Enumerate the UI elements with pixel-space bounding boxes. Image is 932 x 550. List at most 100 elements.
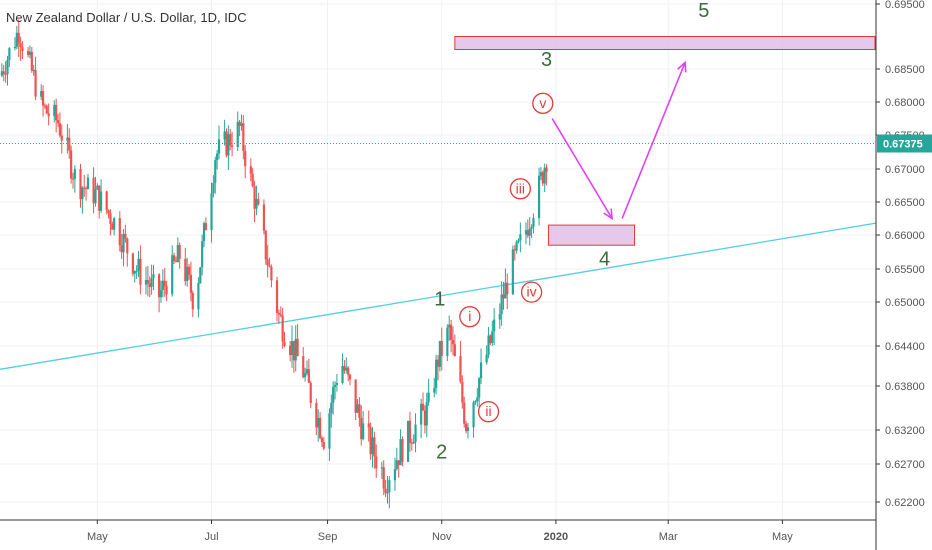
chart-title: New Zealand Dollar / U.S. Dollar, 1D, ID… — [6, 10, 247, 25]
candle-90 — [236, 111, 239, 152]
candle-138 — [360, 405, 363, 446]
candle-97 — [253, 180, 256, 223]
candle-11 — [28, 45, 32, 59]
wave-4-support-zone — [547, 224, 636, 246]
x-tick-0: May — [87, 531, 108, 543]
candle-162 — [423, 405, 426, 434]
candle-57 — [148, 276, 151, 298]
candle-13 — [32, 64, 35, 76]
candle-44 — [113, 216, 116, 236]
candle-209 — [545, 164, 548, 186]
svg-text:iii: iii — [516, 180, 525, 196]
candle-203 — [530, 224, 533, 239]
current-price-tag: 0.67375 — [877, 134, 932, 153]
candle-154 — [401, 436, 404, 467]
y-tick-10: 0.63800 — [885, 381, 925, 393]
candle-45 — [118, 211, 121, 252]
candle-187 — [489, 334, 492, 345]
wave-label-ii: ii — [477, 401, 500, 423]
candle-62 — [161, 269, 164, 298]
candle-23 — [58, 112, 61, 138]
candle-22 — [56, 113, 60, 128]
candle-206 — [539, 167, 543, 181]
svg-text:ii: ii — [485, 403, 491, 419]
candle-133 — [347, 366, 350, 382]
y-tick-2: 0.68000 — [885, 97, 925, 109]
candle-17 — [43, 103, 47, 109]
candle-79 — [204, 217, 207, 231]
candle-16 — [41, 85, 45, 117]
zones — [454, 36, 876, 246]
candle-76 — [199, 266, 202, 284]
candle-63 — [163, 267, 166, 297]
candle-129 — [335, 373, 339, 392]
candle-34 — [86, 173, 90, 190]
candle-151 — [395, 447, 398, 471]
candle-78 — [202, 221, 206, 248]
candle-188 — [491, 320, 494, 347]
wave-label-2: 2 — [436, 442, 447, 464]
candle-47 — [122, 229, 125, 267]
candle-179 — [466, 422, 470, 439]
candle-183 — [478, 377, 481, 408]
candle-186 — [487, 326, 490, 359]
candle-77 — [201, 234, 204, 276]
candle-207 — [541, 170, 544, 187]
candle-27 — [70, 145, 73, 184]
candle-71 — [186, 257, 189, 287]
candle-126 — [330, 394, 333, 428]
arrow-up-to-wave-5-head — [677, 60, 687, 73]
candle-111 — [290, 325, 294, 368]
candle-132 — [345, 357, 348, 374]
candle-30 — [79, 163, 82, 208]
y-tick-8: 0.65000 — [885, 297, 925, 309]
candle-58 — [150, 264, 153, 295]
candle-119 — [309, 380, 312, 409]
candle-130 — [341, 353, 344, 385]
candle-72 — [187, 264, 191, 280]
candle-149 — [388, 476, 391, 509]
candle-176 — [461, 375, 464, 409]
y-tick-4: 0.67000 — [885, 164, 925, 176]
candle-4 — [8, 47, 11, 68]
grid — [0, 0, 876, 520]
y-tick-6: 0.66000 — [885, 230, 925, 242]
svg-text:iv: iv — [527, 284, 537, 300]
candle-87 — [227, 125, 230, 170]
candle-152 — [397, 460, 400, 478]
candle-5 — [13, 37, 17, 51]
candle-184 — [479, 348, 483, 385]
candle-189 — [493, 308, 496, 346]
candle-18 — [45, 104, 48, 115]
candle-8 — [19, 36, 22, 61]
candle-201 — [526, 219, 529, 239]
svg-text:0.67375: 0.67375 — [883, 139, 923, 151]
candle-140 — [367, 410, 370, 442]
candle-169 — [440, 327, 443, 371]
candle-202 — [528, 217, 531, 246]
candle-106 — [277, 309, 280, 324]
candle-148 — [386, 476, 389, 504]
candle-120 — [315, 398, 318, 436]
candle-91 — [238, 119, 241, 137]
y-tick-5: 0.66500 — [885, 197, 925, 209]
candle-54 — [139, 245, 142, 295]
candle-51 — [133, 270, 136, 283]
candle-157 — [410, 438, 413, 451]
candle-101 — [264, 229, 267, 265]
candle-46 — [120, 233, 123, 260]
candle-9 — [21, 41, 24, 59]
candle-178 — [464, 420, 468, 434]
candle-38 — [98, 185, 101, 219]
wave-label-1: 1 — [434, 289, 445, 311]
candle-170 — [446, 324, 449, 362]
trendline-layer — [0, 143, 877, 370]
cyan-trendline — [0, 222, 877, 370]
candle-112 — [292, 340, 295, 373]
candle-105 — [275, 276, 279, 322]
candle-117 — [305, 360, 309, 376]
candle-135 — [354, 379, 357, 420]
candle-145 — [380, 461, 383, 479]
